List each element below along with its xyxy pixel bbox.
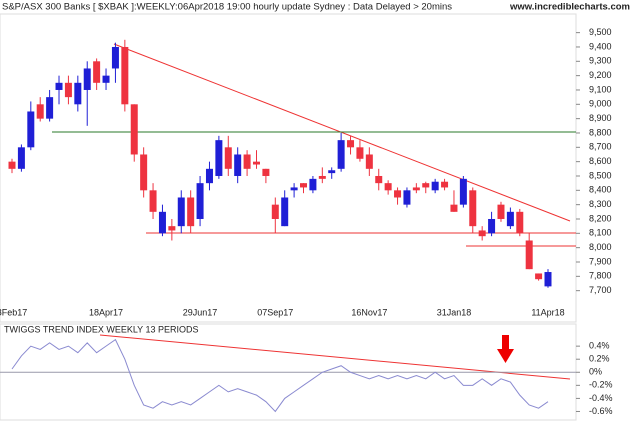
y-tick-label: -0.2% [589,380,613,390]
candle-body [535,273,543,280]
candle-body [290,187,298,191]
candle-body [234,154,242,176]
site-name: www.incrediblecharts.com [509,2,630,13]
candle-body [300,183,308,188]
y-tick-label: 7,900 [589,256,612,266]
indicator-trend-line [99,334,571,380]
y-tick-label: 0.4% [589,341,610,351]
candle-body [281,197,289,227]
candle-body [262,168,270,176]
y-tick-label: 8,300 [589,199,612,209]
x-tick-label: 29Jun17 [183,307,218,317]
x-tick-label: 18Apr17 [89,307,123,317]
candle-body [46,97,54,119]
y-tick-label: 9,400 [589,41,612,51]
candle-body [422,183,430,188]
candle-body [365,154,373,169]
candle-body [224,147,232,169]
candle-body [506,211,514,227]
candle-body [450,204,458,212]
candle-body [158,211,166,234]
chart-title: S&P/ASX 300 Banks [ $XBAK ]:WEEKLY:06Apr… [2,2,452,13]
candle-body [488,218,496,234]
candle-body [111,46,119,69]
x-tick-label: 8Feb17 [0,307,27,317]
candle-body [318,175,326,179]
candle-body [36,104,44,119]
y-tick-label: 9,500 [589,27,612,37]
y-tick-label: 9,000 [589,99,612,109]
y-tick-label: 9,100 [589,84,612,94]
x-tick-label: 31Jan18 [437,307,472,317]
candle-body [196,183,204,219]
candle-body [375,175,383,184]
candle-body [74,82,82,105]
candle-body [544,272,552,287]
candle-body [140,154,148,191]
y-tick-label: 9,300 [589,56,612,66]
x-tick-label: 07Sep17 [257,307,293,317]
candle-body [55,82,63,90]
candle-body [497,204,505,219]
candle-body [64,82,72,98]
y-tick-label: -0.6% [589,406,613,416]
candle-body [17,147,25,169]
candle-body [403,190,411,205]
candle-body [205,168,213,184]
candle-body [215,140,223,176]
y-tick-label: 8,500 [589,170,612,180]
candle-body [478,230,486,237]
y-tick-label: 8,200 [589,213,612,223]
candle-body [412,187,420,191]
y-tick-label: 8,100 [589,228,612,238]
candle-body [252,161,260,165]
y-tick-label: 0% [589,367,602,377]
candle-body [168,226,176,231]
y-tick-label: 8,000 [589,242,612,252]
y-tick-label: 8,400 [589,185,612,195]
candle-body [328,170,336,174]
candle-body [459,178,467,205]
candle-body [130,104,138,155]
candle-body [337,140,345,169]
y-tick-label: 7,800 [589,271,612,281]
y-tick-label: 7,700 [589,285,612,295]
y-tick-label: 8,900 [589,113,612,123]
y-tick-label: 8,600 [589,156,612,166]
candle-body [102,75,110,83]
candle-body [347,140,355,148]
x-tick-label: 16Nov17 [351,307,387,317]
candle-body [441,181,449,188]
candle-body [187,197,195,227]
candle-body [469,190,477,227]
candle-body [271,204,279,219]
candle-body [83,68,91,90]
indicator-line [11,338,549,413]
candle-body [243,154,251,169]
candle-body [431,181,439,191]
y-tick-label: -0.4% [589,393,613,403]
candle-body [309,178,317,191]
candle-body [27,111,35,148]
candle-body [93,61,101,83]
candle-body [394,190,402,198]
candle-body [516,211,524,234]
y-tick-label: 8,700 [589,142,612,152]
price-panel [0,13,577,323]
x-tick-label: 11Apr18 [531,307,564,317]
candle-body [177,197,185,227]
candle-body [384,183,392,191]
y-tick-label: 9,200 [589,70,612,80]
candle-body [356,147,364,159]
signal-arrow [497,335,514,363]
candle-body [8,161,16,169]
candle-body [525,240,533,270]
indicator-title: TWIGGS TREND INDEX WEEKLY 13 PERIODS [4,324,199,334]
y-tick-label: 0.2% [589,354,610,364]
y-tick-label: 8,800 [589,127,612,137]
candle-body [121,46,129,105]
candle-body [149,190,157,212]
